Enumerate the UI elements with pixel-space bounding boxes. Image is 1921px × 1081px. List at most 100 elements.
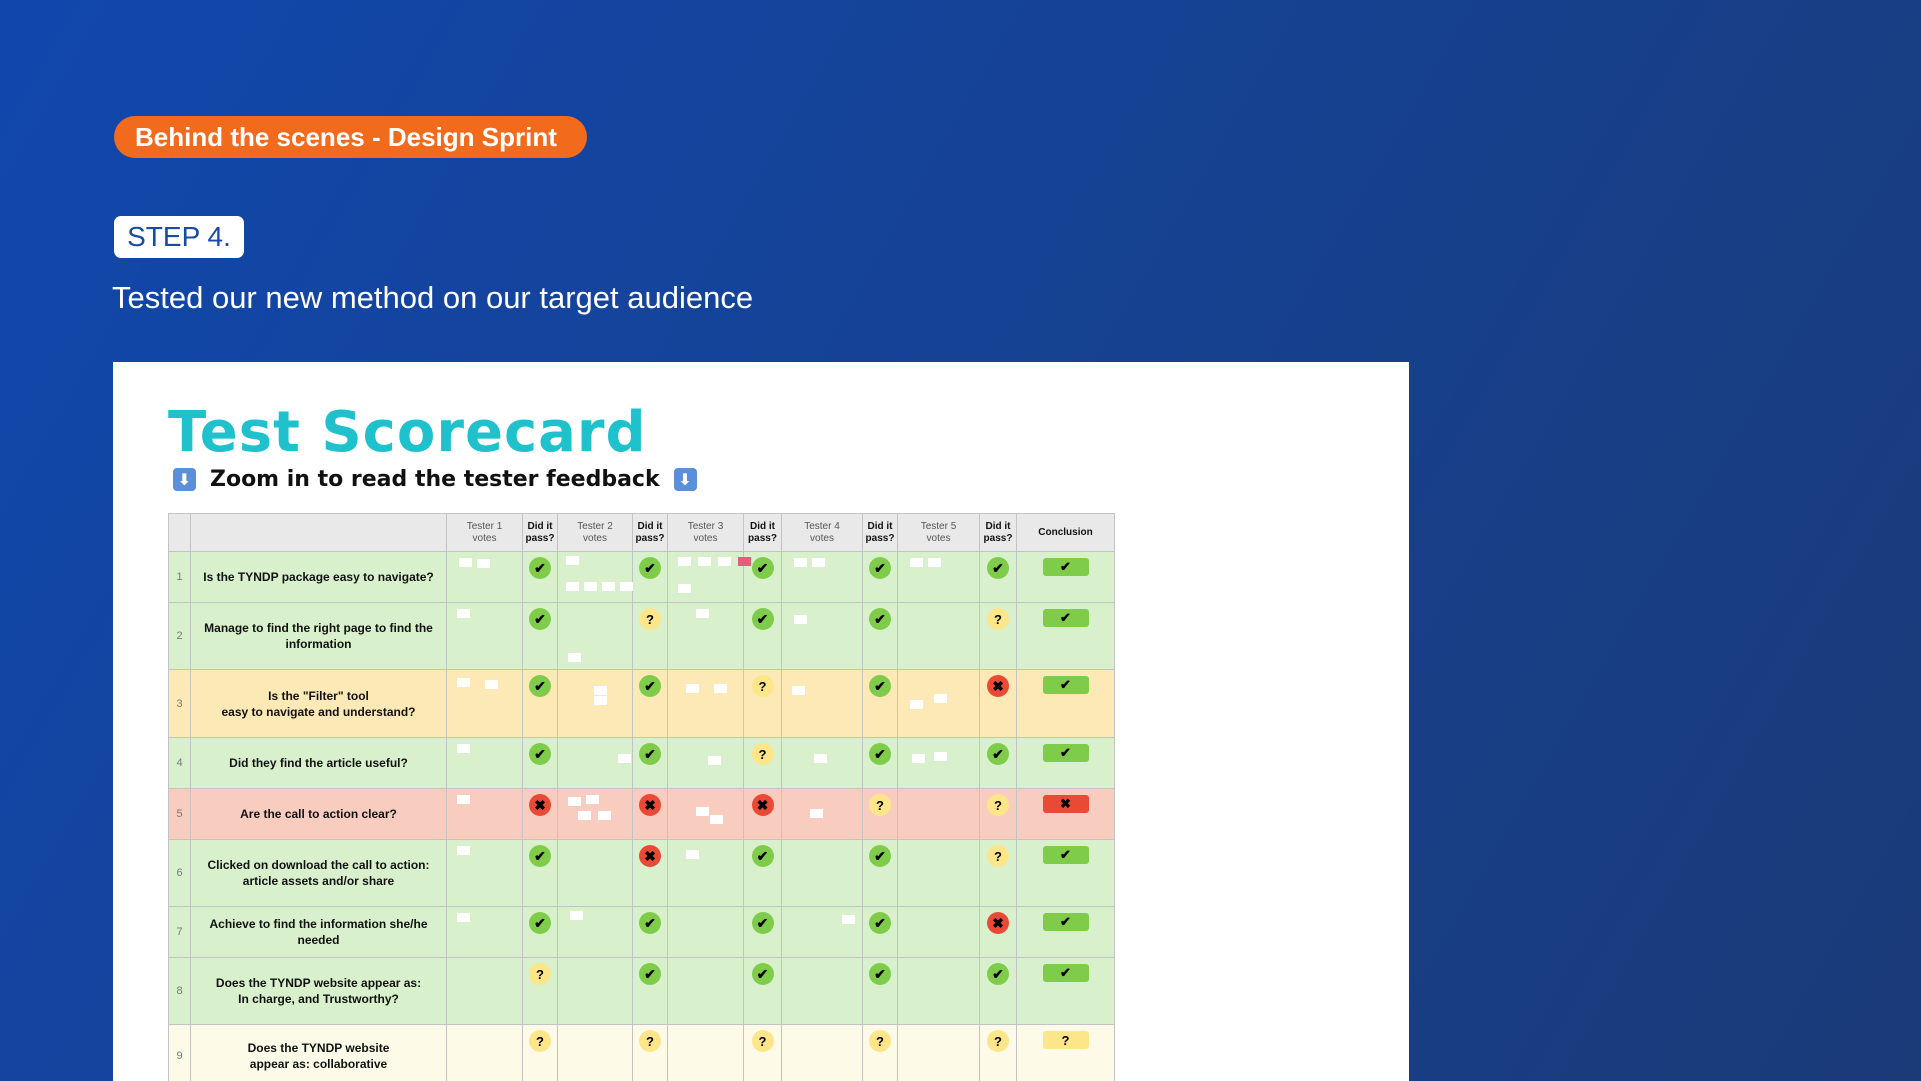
scorecard-title: Test Scorecard <box>168 400 647 465</box>
question-line: Are the call to action clear? <box>240 807 397 821</box>
tester-1-result: ✖ <box>522 788 558 840</box>
question-line: Does the TYNDP website appear as: <box>215 976 422 990</box>
question-line: In charge, and Trustworthy? <box>238 992 399 1006</box>
pass-icon: ✔ <box>529 675 551 697</box>
header-conclusion: Conclusion <box>1016 513 1115 552</box>
table-row: 7 Achieve to find the information she/he … <box>168 906 1115 958</box>
tester-3-votes <box>667 737 744 789</box>
row-question: Is the TYNDP package easy to navigate? <box>190 551 447 603</box>
tester-4-result: ✔ <box>862 551 898 603</box>
tester-4-votes <box>781 957 863 1025</box>
tester-5-result: ? <box>979 1024 1017 1081</box>
pass-icon: ✔ <box>869 963 891 985</box>
row-number: 2 <box>168 602 191 670</box>
pass-icon: ✔ <box>529 912 551 934</box>
question-line: Manage to find the right page to find th… <box>204 621 433 635</box>
tester-2-votes <box>557 788 633 840</box>
row-number: 4 <box>168 737 191 789</box>
sticky-note <box>485 680 498 689</box>
header-tester3: Tester 3 votes <box>667 513 744 552</box>
sticky-note <box>584 582 597 591</box>
pass-icon: ✔ <box>639 743 661 765</box>
row-question: Is the "Filter" tool easy to navigate and… <box>190 669 447 738</box>
tester-3-votes <box>667 788 744 840</box>
tester-3-votes <box>667 669 744 738</box>
scorecard-table: Tester 1 votes Did it pass? Tester 2 votes … <box>168 513 1115 1081</box>
row-number: 6 <box>168 839 191 907</box>
header-pass: Did it pass? <box>862 513 898 552</box>
tester-2-votes <box>557 957 633 1025</box>
unknown-icon: ? <box>987 1030 1009 1052</box>
sticky-note <box>568 797 581 806</box>
tester-1-result: ✔ <box>522 551 558 603</box>
tester-5-votes <box>897 788 980 840</box>
tester-2-votes <box>557 839 633 907</box>
tester-1-result: ✔ <box>522 669 558 738</box>
tester-4-result: ✔ <box>862 839 898 907</box>
pass-icon: ✔ <box>639 963 661 985</box>
sticky-note <box>602 582 615 591</box>
unknown-icon: ? <box>869 1030 891 1052</box>
tester-2-result: ✖ <box>632 788 668 840</box>
tester-5-votes <box>897 602 980 670</box>
down-arrow-icon: ⬇ <box>173 468 196 491</box>
sticky-note <box>586 795 599 804</box>
tester-5-votes <box>897 957 980 1025</box>
tester-1-result: ✔ <box>522 906 558 958</box>
pass-icon: ✔ <box>529 743 551 765</box>
step-label: STEP 4. <box>114 216 244 258</box>
sticky-note <box>477 559 490 568</box>
header-tester5: Tester 5 votes <box>897 513 980 552</box>
pass-icon: ✔ <box>869 675 891 697</box>
table-row: 1 Is the TYNDP package easy to navigate? ✔… <box>168 551 1115 603</box>
pass-icon: ✔ <box>639 912 661 934</box>
table-row: 8 Does the TYNDP website appear as: In cha… <box>168 957 1115 1025</box>
pass-icon: ✔ <box>751 845 774 867</box>
row-question: Does the TYNDP website appear as: collabo… <box>190 1024 447 1081</box>
sticky-note <box>928 558 941 567</box>
unknown-icon: ? <box>869 794 891 816</box>
tester-5-result: ✔ <box>979 551 1017 603</box>
tester-4-votes <box>781 737 863 789</box>
sticky-note <box>686 684 699 693</box>
scorecard-subtitle-row: ⬇ Zoom in to read the tester feedback ⬇ <box>173 467 697 492</box>
sticky-note <box>814 754 827 763</box>
tester-2-result: ? <box>632 602 668 670</box>
sticky-note <box>794 615 807 624</box>
tester-3-result: ? <box>743 1024 782 1081</box>
fail-icon: ✖ <box>751 794 774 816</box>
tester-3-result: ✖ <box>743 788 782 840</box>
sticky-note <box>598 811 611 820</box>
scorecard-image: Test Scorecard ⬇ Zoom in to read the tes… <box>113 362 1409 1081</box>
sticky-note <box>457 846 470 855</box>
tester-1-votes <box>446 788 523 840</box>
conclusion-pass-icon: ✔ <box>1042 913 1089 931</box>
tester-2-result: ✔ <box>632 737 668 789</box>
sticky-note <box>457 609 470 618</box>
tester-3-votes <box>667 602 744 670</box>
tester-5-result: ? <box>979 602 1017 670</box>
question-line: easy to navigate and understand? <box>221 704 416 719</box>
question-line: Does the TYNDP website <box>247 1040 390 1055</box>
header-pass: Did it pass? <box>522 513 558 552</box>
table-row: 5 Are the call to action clear? ✖ ✖ ✖?? ✖ <box>168 788 1115 840</box>
table-row: 2 Manage to find the right page to find t… <box>168 602 1115 670</box>
pass-icon: ✔ <box>751 608 774 630</box>
question-line: article assets and/or share <box>242 874 395 888</box>
tester-5-result: ✖ <box>979 669 1017 738</box>
sticky-note <box>566 556 579 565</box>
sticky-note <box>934 694 947 703</box>
sticky-note <box>842 915 855 924</box>
tester-4-result: ? <box>862 1024 898 1081</box>
fail-icon: ✖ <box>987 912 1009 934</box>
tester-2-votes <box>557 737 633 789</box>
fail-icon: ✖ <box>529 794 551 816</box>
sticky-note <box>459 558 472 567</box>
sticky-note <box>708 756 721 765</box>
conclusion-cell: ✔ <box>1016 957 1115 1025</box>
tester-2-result: ? <box>632 1024 668 1081</box>
row-number: 3 <box>168 669 191 738</box>
table-row: 6 Clicked on download the call to action:… <box>168 839 1115 907</box>
tester-5-votes <box>897 906 980 958</box>
tester-5-votes <box>897 737 980 789</box>
